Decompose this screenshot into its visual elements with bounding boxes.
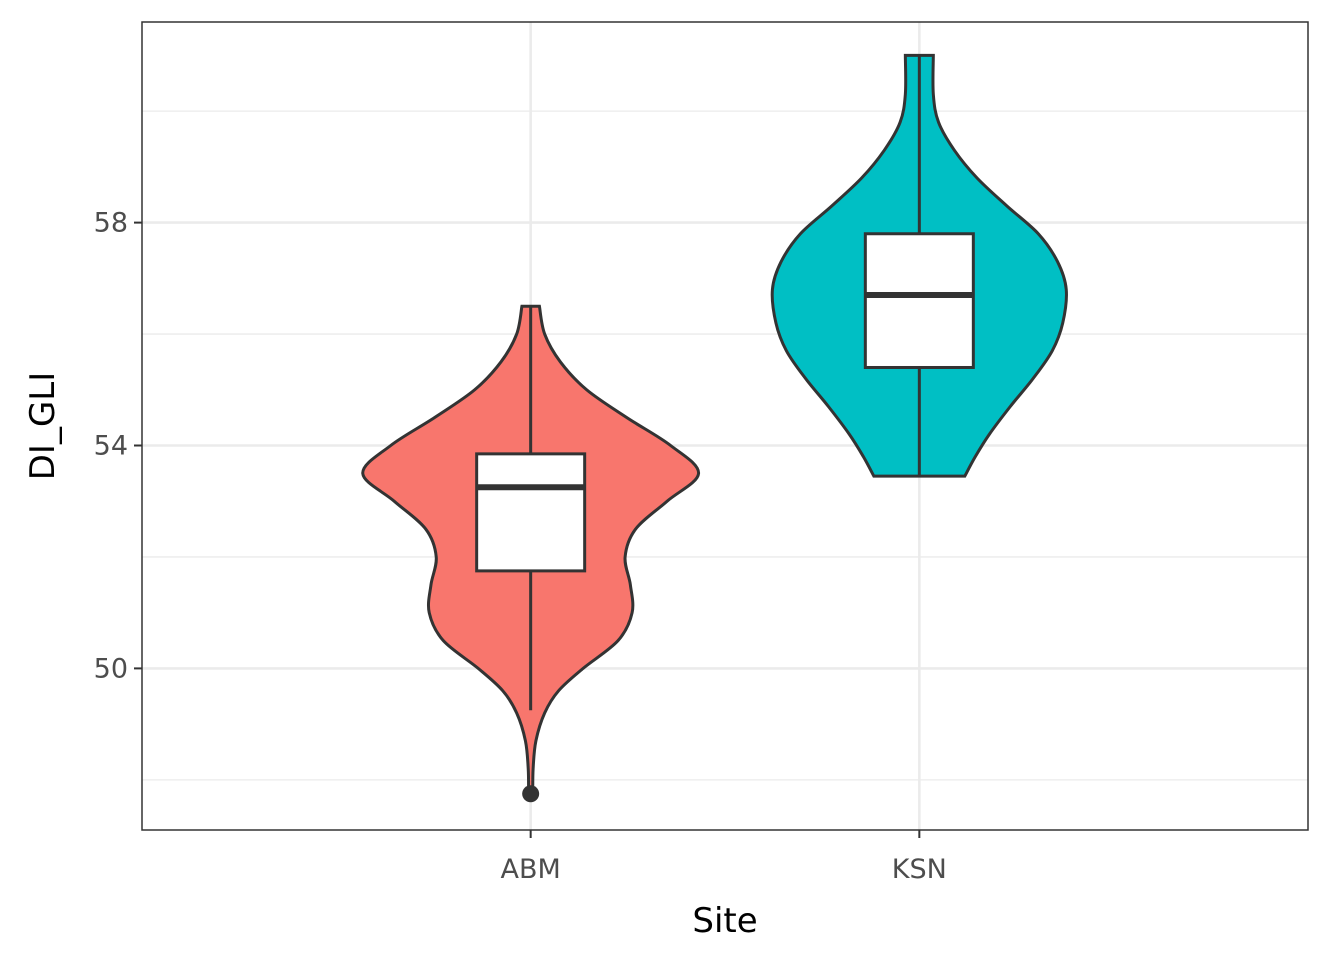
violin-group-ksn — [770, 53, 1068, 478]
plot-panel-border — [141, 21, 1309, 831]
violins — [361, 53, 1068, 803]
box — [863, 232, 975, 369]
outlier-point — [522, 785, 540, 803]
y-tick-label: 54 — [94, 431, 128, 462]
x-tick-label: KSN — [892, 854, 947, 885]
grid-minor — [142, 110, 1308, 781]
y-tick-label: 50 — [94, 653, 128, 684]
y-tick-label: 58 — [94, 208, 128, 239]
plot-background — [142, 22, 1308, 830]
x-axis: ABM KSN — [501, 830, 947, 885]
x-tick-label: ABM — [501, 854, 561, 885]
box — [475, 452, 587, 573]
x-axis-title: Site — [692, 901, 757, 941]
violin-group-abm — [361, 304, 701, 803]
y-axis-title: DI_GLI — [23, 372, 63, 481]
y-axis: 50 54 58 — [94, 208, 142, 684]
